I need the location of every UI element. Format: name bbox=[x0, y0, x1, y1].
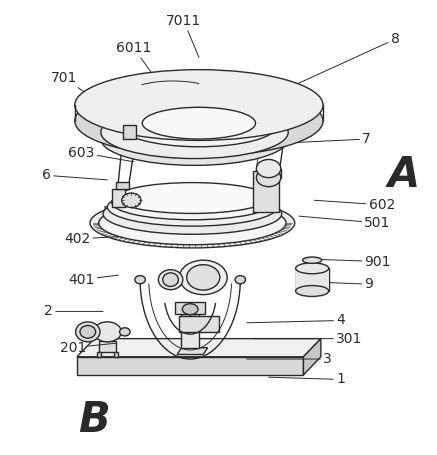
Polygon shape bbox=[181, 313, 199, 348]
Ellipse shape bbox=[80, 325, 96, 338]
Text: 1: 1 bbox=[269, 373, 345, 386]
Text: A: A bbox=[388, 154, 420, 197]
Ellipse shape bbox=[99, 201, 286, 245]
Ellipse shape bbox=[142, 107, 256, 139]
Polygon shape bbox=[179, 316, 218, 332]
Text: 603: 603 bbox=[68, 146, 134, 162]
Ellipse shape bbox=[75, 70, 323, 141]
Text: 701: 701 bbox=[51, 71, 116, 114]
Ellipse shape bbox=[182, 303, 198, 314]
Polygon shape bbox=[303, 339, 321, 375]
Ellipse shape bbox=[257, 159, 281, 177]
Text: 602: 602 bbox=[314, 198, 395, 212]
Text: 7: 7 bbox=[273, 132, 371, 146]
Polygon shape bbox=[97, 352, 101, 357]
Ellipse shape bbox=[235, 276, 246, 284]
Text: 5: 5 bbox=[103, 205, 136, 218]
Polygon shape bbox=[123, 126, 136, 139]
Text: 201: 201 bbox=[59, 341, 116, 355]
Text: 601: 601 bbox=[77, 109, 129, 137]
Ellipse shape bbox=[76, 322, 100, 342]
Polygon shape bbox=[175, 302, 205, 313]
Ellipse shape bbox=[120, 328, 130, 336]
Text: 6: 6 bbox=[42, 168, 108, 182]
Ellipse shape bbox=[257, 168, 281, 187]
Text: 401: 401 bbox=[68, 273, 118, 287]
Polygon shape bbox=[253, 171, 280, 212]
Ellipse shape bbox=[101, 113, 288, 165]
Text: 301: 301 bbox=[253, 332, 362, 346]
Polygon shape bbox=[116, 182, 129, 189]
Ellipse shape bbox=[101, 106, 288, 158]
Polygon shape bbox=[77, 357, 303, 375]
Text: 8: 8 bbox=[271, 32, 399, 96]
Ellipse shape bbox=[135, 276, 146, 284]
Text: 9: 9 bbox=[312, 277, 373, 291]
Polygon shape bbox=[114, 352, 118, 357]
Text: B: B bbox=[79, 399, 110, 441]
Ellipse shape bbox=[112, 185, 273, 220]
Text: 6011: 6011 bbox=[116, 41, 162, 87]
Ellipse shape bbox=[295, 263, 329, 274]
Ellipse shape bbox=[116, 182, 269, 213]
Ellipse shape bbox=[302, 257, 322, 263]
Polygon shape bbox=[112, 189, 125, 207]
Ellipse shape bbox=[187, 265, 220, 290]
Ellipse shape bbox=[122, 193, 141, 207]
Text: 3: 3 bbox=[247, 352, 332, 366]
Text: 4: 4 bbox=[247, 313, 345, 328]
Polygon shape bbox=[77, 339, 321, 357]
Ellipse shape bbox=[121, 104, 277, 147]
Ellipse shape bbox=[108, 188, 277, 226]
Bar bbox=[295, 268, 329, 291]
Ellipse shape bbox=[163, 273, 178, 287]
Text: 2: 2 bbox=[44, 304, 103, 318]
Text: 402: 402 bbox=[64, 232, 121, 246]
Ellipse shape bbox=[179, 260, 227, 295]
Polygon shape bbox=[99, 341, 116, 352]
Ellipse shape bbox=[94, 322, 121, 342]
Text: 501: 501 bbox=[299, 216, 391, 230]
Ellipse shape bbox=[158, 270, 183, 290]
Text: 7011: 7011 bbox=[166, 14, 201, 57]
Ellipse shape bbox=[75, 86, 323, 156]
Ellipse shape bbox=[90, 198, 295, 248]
Ellipse shape bbox=[103, 193, 282, 234]
Polygon shape bbox=[177, 348, 208, 354]
Ellipse shape bbox=[295, 286, 329, 297]
Text: 901: 901 bbox=[314, 254, 391, 268]
